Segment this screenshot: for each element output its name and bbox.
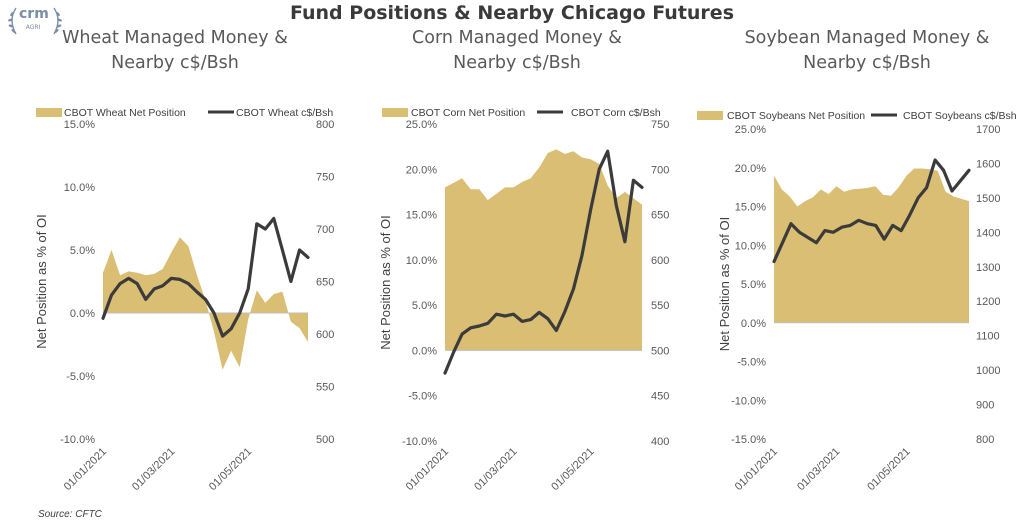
y-axis-title: Net Position as % of OI bbox=[378, 215, 393, 349]
y2-tick-label: 800 bbox=[316, 119, 334, 131]
y2-tick-label: 700 bbox=[651, 164, 669, 176]
corn-chart-panel: Corn Managed Money & Nearby c$/Bsh 25.0%… bbox=[345, 0, 685, 529]
chart-title-line-1: Wheat Managed Money & bbox=[62, 28, 288, 48]
y-tick-label: -5.0% bbox=[66, 371, 95, 383]
y2-tick-label: 1600 bbox=[976, 158, 1000, 170]
x-tick-label: 01/01/2021 bbox=[62, 446, 109, 493]
y-tick-label: 5.0% bbox=[412, 300, 437, 312]
y-tick-label: -15.0% bbox=[731, 434, 766, 446]
laurel-wreath-icon bbox=[8, 7, 62, 35]
y2-tick-label: 1300 bbox=[976, 262, 1000, 274]
x-tick-label: 01/05/2021 bbox=[865, 446, 912, 493]
y2-tick-label: 1700 bbox=[976, 124, 1000, 136]
y2-tick-label: 1500 bbox=[976, 193, 1000, 205]
legend-label: CBOT Wheat Net Position bbox=[64, 107, 186, 119]
y-tick-label: 25.0% bbox=[735, 124, 766, 136]
chart-title-line-2: Nearby c$/Bsh bbox=[803, 53, 931, 73]
y2-tick-label: 1400 bbox=[976, 227, 1000, 239]
price-line bbox=[101, 216, 310, 338]
chart-title-line-1: Soybean Managed Money & bbox=[744, 28, 990, 48]
wheat-chart-panel: Wheat Managed Money & Nearby c$/Bsh 15.0… bbox=[0, 0, 345, 529]
y-tick-label: 15.0% bbox=[64, 119, 95, 131]
x-tick-label: 01/03/2021 bbox=[795, 446, 842, 493]
soybean-chart: 25.0% 20.0% 15.0% 10.0% 5.0% 0.0% -5.0% -10.0% -… bbox=[697, 110, 1017, 493]
y2-tick-label: 400 bbox=[651, 436, 669, 448]
y-tick-label: 0.0% bbox=[70, 308, 95, 320]
chart-title: Corn Managed Money & Nearby c$/Bsh bbox=[372, 26, 662, 76]
logo-text: crm bbox=[19, 6, 49, 22]
y-tick-label: 20.0% bbox=[735, 163, 766, 175]
chart-title-line-2: Nearby c$/Bsh bbox=[111, 53, 239, 73]
y2-tick-label: 1000 bbox=[976, 365, 1000, 377]
y-tick-label: 25.0% bbox=[406, 119, 437, 131]
legend-label: CBOT Soybeans c$/Bsh bbox=[903, 110, 1017, 122]
y-tick-label: -10.0% bbox=[60, 434, 95, 446]
x-tick-label: 01/05/2021 bbox=[207, 446, 254, 493]
y-tick-label: -5.0% bbox=[737, 357, 766, 369]
legend-swatch-area bbox=[697, 111, 723, 120]
logo-subtext: AGRI bbox=[25, 24, 41, 31]
source-note: Source: CFTC bbox=[38, 509, 102, 520]
y2-tick-label: 450 bbox=[651, 391, 669, 403]
net-position-area bbox=[103, 237, 308, 370]
y-tick-label: 5.0% bbox=[741, 279, 766, 291]
corn-chart: 25.0% 20.0% 15.0% 10.0% 5.0% 0.0% -5.0% -10.0% 7… bbox=[378, 107, 669, 493]
y-tick-label: 10.0% bbox=[406, 255, 437, 267]
y2-tick-label: 550 bbox=[316, 382, 334, 394]
y-tick-label: 15.0% bbox=[735, 202, 766, 214]
price-line bbox=[772, 158, 971, 264]
y-tick-label: 10.0% bbox=[64, 182, 95, 194]
chart-title-line-2: Nearby c$/Bsh bbox=[453, 53, 581, 73]
y-axis-title: Net Position as % of OI bbox=[34, 214, 49, 348]
price-line bbox=[443, 149, 644, 375]
soybean-chart-panel: Soybean Managed Money & Nearby c$/Bsh 25… bbox=[685, 0, 1024, 529]
y2-tick-label: 750 bbox=[316, 172, 334, 184]
y-tick-label: 10.0% bbox=[735, 240, 766, 252]
x-tick-label: 01/03/2021 bbox=[472, 446, 519, 493]
legend-label: CBOT Wheat c$/Bsh bbox=[236, 107, 333, 119]
chart-title: Soybean Managed Money & Nearby c$/Bsh bbox=[712, 26, 1022, 76]
wheat-chart: 15.0% 10.0% 5.0% 0.0% -5.0% -10.0% 800 750 700 65… bbox=[34, 107, 334, 493]
legend-label: CBOT Corn c$/Bsh bbox=[571, 107, 661, 119]
y2-tick-label: 700 bbox=[316, 224, 334, 236]
net-position-area bbox=[774, 168, 969, 323]
y-tick-label: 15.0% bbox=[406, 210, 437, 222]
page-title: Fund Positions & Nearby Chicago Futures bbox=[289, 2, 735, 24]
y2-tick-label: 1200 bbox=[976, 296, 1000, 308]
y2-tick-label: 900 bbox=[976, 400, 994, 412]
y-tick-label: 20.0% bbox=[406, 164, 437, 176]
x-tick-label: 01/01/2021 bbox=[404, 446, 451, 493]
y2-tick-label: 750 bbox=[651, 119, 669, 131]
crm-logo bbox=[2, 2, 66, 46]
chart-title-line-1: Corn Managed Money & bbox=[412, 28, 622, 48]
y2-tick-label: 600 bbox=[316, 329, 334, 341]
y-tick-label: 0.0% bbox=[412, 345, 437, 357]
y2-tick-label: 650 bbox=[316, 277, 334, 289]
y-tick-label: 0.0% bbox=[741, 318, 766, 330]
y-tick-label: -10.0% bbox=[402, 436, 437, 448]
x-tick-label: 01/01/2021 bbox=[733, 446, 780, 493]
legend-swatch-area bbox=[382, 108, 408, 117]
y2-tick-label: 500 bbox=[316, 434, 334, 446]
y-tick-label: -10.0% bbox=[731, 395, 766, 407]
chart-title: Wheat Managed Money & Nearby c$/Bsh bbox=[40, 26, 310, 76]
x-tick-label: 01/03/2021 bbox=[130, 446, 177, 493]
x-tick-label: 01/05/2021 bbox=[549, 446, 596, 493]
y2-tick-label: 550 bbox=[651, 300, 669, 312]
legend-swatch-area bbox=[36, 108, 62, 117]
y2-tick-label: 800 bbox=[976, 434, 994, 446]
y-tick-label: 5.0% bbox=[70, 245, 95, 257]
y2-tick-label: 500 bbox=[651, 345, 669, 357]
y2-tick-label: 650 bbox=[651, 210, 669, 222]
legend-label: CBOT Soybeans Net Position bbox=[727, 110, 865, 122]
legend-label: CBOT Corn Net Position bbox=[411, 107, 525, 119]
y-tick-label: -5.0% bbox=[408, 391, 437, 403]
y-axis-title: Net Position as % of OI bbox=[717, 217, 732, 351]
y2-tick-label: 1100 bbox=[976, 331, 1000, 343]
y2-tick-label: 600 bbox=[651, 255, 669, 267]
